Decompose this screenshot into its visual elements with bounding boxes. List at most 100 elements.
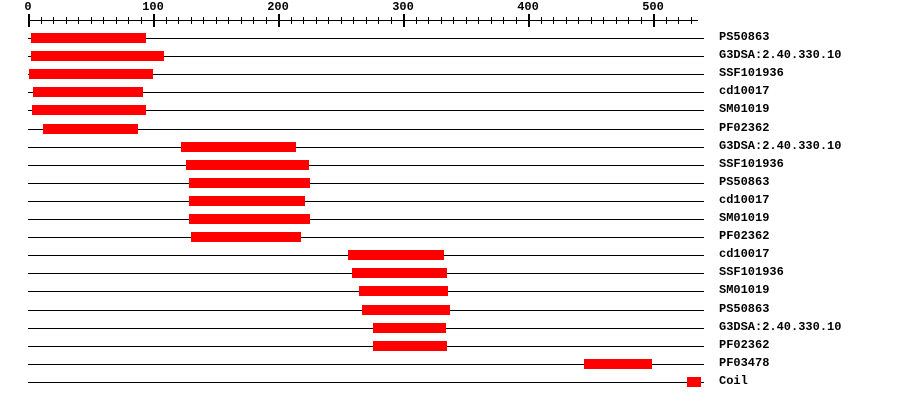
ruler-minor-tick [91, 17, 92, 24]
domain-bar [43, 124, 138, 134]
ruler-minor-tick [391, 17, 392, 24]
ruler-minor-tick [216, 17, 217, 24]
row-line [28, 74, 704, 75]
ruler-major-tick [653, 14, 655, 27]
row-line [28, 56, 704, 57]
ruler-minor-tick [628, 17, 629, 24]
domain-bar [584, 359, 652, 369]
domain-bar [31, 33, 146, 43]
ruler-minor-tick [66, 17, 67, 24]
domain-bar [362, 305, 450, 315]
domain-bar [29, 69, 153, 79]
domain-bar [191, 232, 301, 242]
ruler-minor-tick [366, 17, 367, 24]
ruler-minor-tick [116, 17, 117, 24]
ruler-minor-tick [291, 17, 292, 24]
domain-bar [359, 286, 448, 296]
ruler-minor-tick [141, 17, 142, 24]
ruler-minor-tick [266, 17, 267, 24]
row-label: SSF101936 [719, 66, 784, 80]
ruler-minor-tick [453, 17, 454, 24]
ruler-minor-tick [691, 17, 692, 24]
ruler-major-tick [153, 14, 155, 27]
domain-bar [348, 250, 444, 260]
ruler-major-tick [528, 14, 530, 27]
ruler-tick-label: 200 [267, 0, 289, 14]
ruler-minor-tick [553, 17, 554, 24]
row-line [28, 147, 704, 148]
ruler-tick-label: 0 [24, 0, 32, 14]
row-label: G3DSA:2.40.330.10 [719, 320, 842, 334]
row-label: G3DSA:2.40.330.10 [719, 48, 842, 62]
ruler-axis-line [28, 20, 698, 21]
domain-bar [189, 214, 310, 224]
row-label: PS50863 [719, 30, 770, 44]
row-label: SM01019 [719, 283, 770, 297]
row-label: cd10017 [719, 247, 770, 261]
ruler-tick-label: 300 [392, 0, 414, 14]
row-label: PS50863 [719, 302, 770, 316]
row-label: Coil [719, 374, 748, 388]
ruler-minor-tick [503, 17, 504, 24]
row-line [28, 165, 704, 166]
ruler-major-tick [278, 14, 280, 27]
ruler-minor-tick [178, 17, 179, 24]
ruler-minor-tick [666, 17, 667, 24]
ruler-minor-tick [228, 17, 229, 24]
ruler-minor-tick [603, 17, 604, 24]
row-line [28, 183, 704, 184]
ruler-tick-label: 100 [142, 0, 164, 14]
row-line [28, 38, 704, 39]
ruler-minor-tick [378, 17, 379, 24]
ruler-minor-tick [416, 17, 417, 24]
ruler-minor-tick [641, 17, 642, 24]
domain-bar [33, 87, 143, 97]
ruler-minor-tick [166, 17, 167, 24]
row-line [28, 364, 704, 365]
domain-bar [181, 142, 296, 152]
row-line [28, 92, 704, 93]
ruler-tick-label: 500 [642, 0, 664, 14]
domain-bar [31, 51, 164, 61]
ruler-minor-tick [241, 17, 242, 24]
ruler-minor-tick [491, 17, 492, 24]
ruler-minor-tick [566, 17, 567, 24]
ruler-tick-label: 400 [517, 0, 539, 14]
ruler-minor-tick [616, 17, 617, 24]
ruler-minor-tick [341, 17, 342, 24]
row-line [28, 110, 704, 111]
row-line [28, 237, 704, 238]
domain-bar [373, 323, 446, 333]
row-label: SSF101936 [719, 157, 784, 171]
ruler-minor-tick [203, 17, 204, 24]
row-label: PF02362 [719, 229, 770, 243]
ruler-minor-tick [541, 17, 542, 24]
row-label: cd10017 [719, 193, 770, 207]
ruler-minor-tick [591, 17, 592, 24]
domain-bar [186, 160, 309, 170]
ruler-minor-tick [328, 17, 329, 24]
row-line [28, 346, 704, 347]
domain-bar [687, 377, 701, 387]
ruler-minor-tick [466, 17, 467, 24]
domain-bar [189, 178, 310, 188]
ruler-major-tick [28, 14, 30, 27]
row-line [28, 382, 704, 383]
row-line [28, 129, 704, 130]
ruler-minor-tick [78, 17, 79, 24]
row-line [28, 328, 704, 329]
ruler-minor-tick [516, 17, 517, 24]
row-label: PF03478 [719, 356, 770, 370]
ruler-minor-tick [428, 17, 429, 24]
row-label: G3DSA:2.40.330.10 [719, 139, 842, 153]
ruler-minor-tick [478, 17, 479, 24]
row-label: SM01019 [719, 211, 770, 225]
ruler-minor-tick [578, 17, 579, 24]
ruler-minor-tick [41, 17, 42, 24]
ruler-minor-tick [678, 17, 679, 24]
ruler-minor-tick [103, 17, 104, 24]
row-label: SSF101936 [719, 265, 784, 279]
ruler-minor-tick [128, 17, 129, 24]
domain-bar [352, 268, 447, 278]
row-label: PF02362 [719, 338, 770, 352]
